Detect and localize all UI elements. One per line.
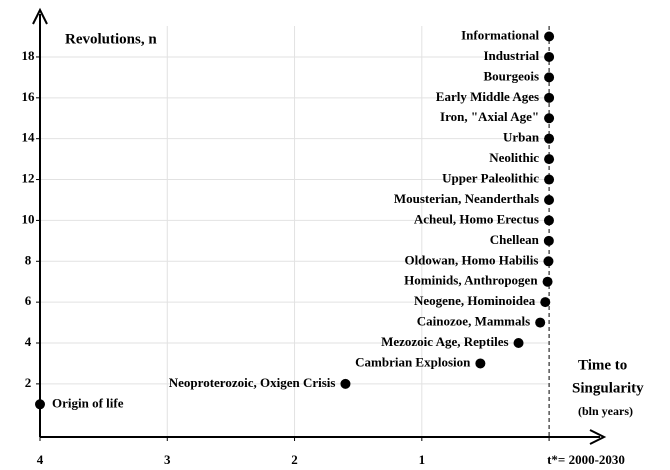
point: [540, 297, 551, 308]
point: [544, 72, 555, 83]
point: [35, 399, 45, 410]
y-axis-arrow: [32, 7, 48, 25]
point-label: Bourgeois: [483, 68, 539, 83]
x-tick-label: 4: [37, 452, 44, 467]
point-label: Neoproterozoic, Oxigen Crisis: [169, 375, 336, 390]
point-label: Oldowan, Homo Habilis: [404, 252, 538, 267]
x-tick-label: 3: [164, 452, 171, 467]
point-label: Iron, "Axial Age": [440, 109, 539, 124]
x-axis-label: Time to: [578, 357, 627, 373]
point-label: Informational: [461, 28, 539, 43]
y-axis-label: Revolutions, n: [65, 31, 157, 47]
point-label: Chellean: [490, 232, 540, 247]
point: [535, 317, 546, 328]
point: [544, 92, 555, 103]
x-tick-label: 2: [291, 452, 298, 467]
y-tick-label: 14: [22, 130, 36, 145]
y-tick-label: 6: [25, 293, 32, 308]
x-axis-unit: (bln years): [578, 404, 633, 418]
y-tick-label: 2: [25, 375, 32, 390]
point-label: Cainozoe, Mammals: [417, 314, 530, 329]
x-axis-arrow: [589, 429, 607, 445]
y-tick-label: 12: [22, 171, 35, 186]
point: [544, 133, 555, 144]
point-label: Mousterian, Neanderthals: [394, 191, 539, 206]
point: [340, 378, 351, 389]
point-label: Mezozoic Age, Reptiles: [381, 334, 508, 349]
point: [544, 194, 555, 205]
x-axis-label: Singularity: [572, 380, 644, 396]
point: [544, 174, 555, 185]
point-label: Neogene, Hominoidea: [414, 293, 536, 308]
point-label: Urban: [503, 130, 540, 145]
y-tick-label: 10: [22, 211, 35, 226]
y-tick-label: 4: [25, 334, 32, 349]
point: [542, 276, 553, 287]
point-label: Industrial: [483, 48, 539, 63]
y-tick-label: 8: [25, 252, 32, 267]
x-tick-label: t*= 2000-2030: [547, 452, 625, 467]
point: [544, 154, 555, 165]
point: [543, 256, 554, 267]
point: [475, 358, 486, 369]
point: [544, 31, 555, 42]
point-label: Neolithic: [489, 150, 539, 165]
x-tick-label: 1: [419, 452, 426, 467]
point-label: Origin of life: [52, 395, 124, 410]
point-label: Upper Paleolithic: [442, 171, 539, 186]
point: [543, 215, 554, 226]
point-label: Hominids, Anthropogen: [404, 273, 538, 288]
point: [544, 113, 555, 124]
y-tick-label: 18: [22, 48, 36, 63]
point-label: Acheul, Homo Erectus: [414, 211, 539, 226]
point: [543, 235, 554, 246]
y-tick-label: 16: [22, 89, 36, 104]
point-label: Early Middle Ages: [436, 89, 539, 104]
point-label: Cambrian Explosion: [355, 354, 471, 369]
point: [544, 51, 555, 62]
point: [513, 338, 524, 349]
